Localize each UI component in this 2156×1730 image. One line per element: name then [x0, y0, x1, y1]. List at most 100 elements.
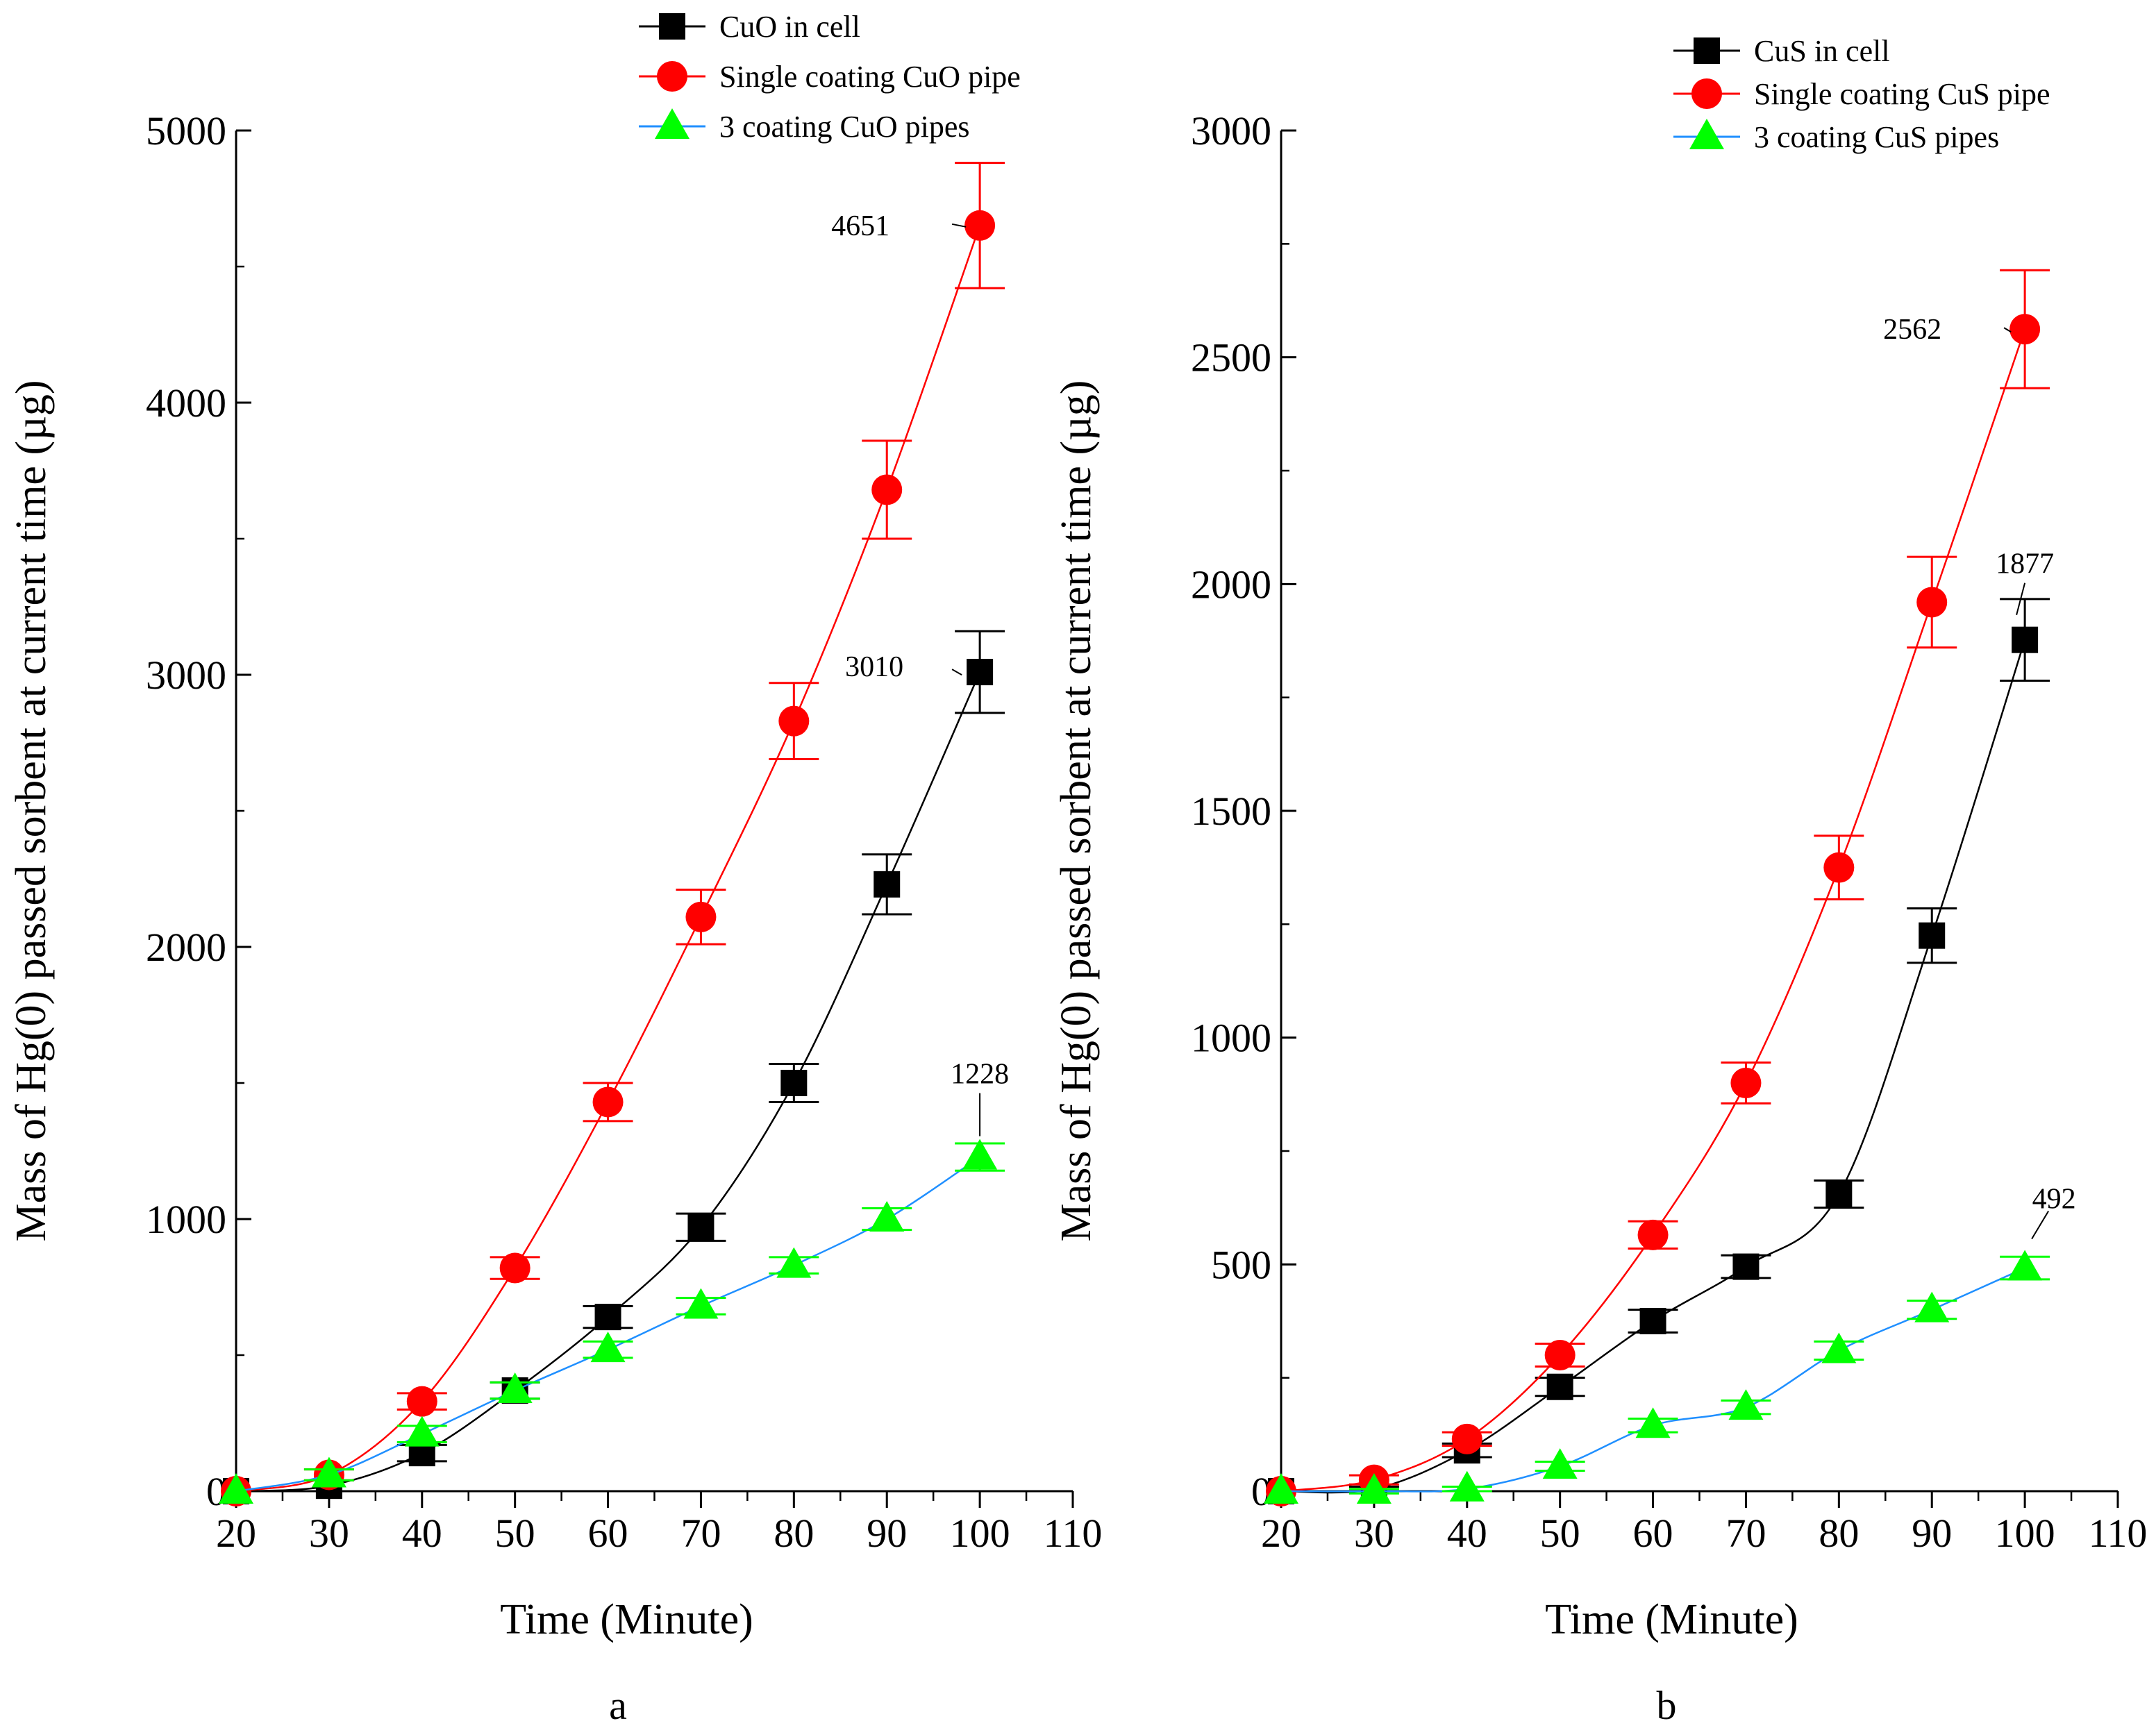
- x-tick-label: 30: [309, 1511, 349, 1556]
- data-point: [776, 1247, 812, 1278]
- x-axis-title: Time (Minute): [1545, 1596, 1798, 1643]
- data-point: [219, 1473, 253, 1504]
- y-tick-label: 5000: [146, 108, 226, 153]
- x-tick-label: 70: [1725, 1511, 1766, 1556]
- legend-label: CuS in cell: [1754, 34, 1890, 68]
- data-point: [967, 659, 994, 686]
- y-tick-label: 1500: [1191, 789, 1271, 834]
- legend-marker: [657, 61, 687, 92]
- x-tick-label: 50: [495, 1511, 535, 1556]
- data-point: [404, 1416, 440, 1447]
- x-tick-label: 80: [1819, 1511, 1859, 1556]
- annotation-leader: [951, 223, 967, 228]
- legend-label: Single coating CuO pipe: [719, 60, 1021, 94]
- x-tick-label: 90: [867, 1511, 907, 1556]
- y-tick-label: 2000: [1191, 562, 1271, 607]
- legend-label: 3 coating CuS pipes: [1754, 120, 1999, 154]
- annotation-leader: [2016, 582, 2026, 615]
- y-tick-label: 2500: [1191, 335, 1271, 380]
- data-point: [874, 871, 901, 898]
- legend-label: CuO in cell: [719, 10, 860, 44]
- data-point: [780, 1070, 808, 1096]
- data-point: [1916, 587, 1948, 618]
- data-point: [1914, 1291, 1950, 1322]
- y-tick-label: 4000: [146, 380, 226, 426]
- data-point: [1544, 1340, 1576, 1370]
- legend-marker: [655, 108, 690, 139]
- x-tick-label: 40: [402, 1511, 442, 1556]
- value-annotation: 492: [2032, 1184, 2076, 1216]
- data-point: [1635, 1407, 1671, 1438]
- series-line: [235, 225, 981, 1493]
- annotation-leader: [951, 669, 962, 675]
- data-point: [499, 1252, 530, 1284]
- data-point: [685, 901, 717, 932]
- x-tick-label: 70: [680, 1511, 721, 1556]
- y-tick-label: 2000: [146, 925, 226, 970]
- x-tick-label: 60: [588, 1511, 628, 1556]
- legend-marker: [659, 13, 685, 40]
- data-point: [1823, 852, 1855, 883]
- data-point: [1919, 922, 1946, 949]
- legend-label: Single coating CuS pipe: [1754, 77, 2050, 111]
- annotation-leader: [2003, 327, 2012, 333]
- x-tick-label: 100: [1995, 1511, 2055, 1556]
- data-point: [778, 705, 810, 737]
- data-point: [594, 1304, 621, 1331]
- data-point: [590, 1332, 626, 1363]
- value-annotation: 1228: [951, 1059, 1009, 1091]
- data-point: [962, 1139, 998, 1170]
- data-point: [1637, 1219, 1669, 1250]
- x-tick-label: 100: [950, 1511, 1010, 1556]
- data-point: [1639, 1308, 1666, 1334]
- data-point: [1728, 1389, 1764, 1420]
- x-tick-label: 40: [1447, 1511, 1487, 1556]
- x-tick-label: 110: [1044, 1511, 1103, 1556]
- data-point: [687, 1213, 715, 1241]
- data-point: [1732, 1253, 1760, 1280]
- data-point: [497, 1372, 533, 1403]
- series-line: [1280, 639, 2026, 1494]
- y-tick-label: 3000: [1191, 108, 1271, 153]
- data-point: [1546, 1373, 1573, 1400]
- y-axis-title: Mass of Hg(0) passed sorbent at current …: [8, 380, 55, 1242]
- data-point: [2009, 314, 2041, 345]
- x-tick-label: 20: [1261, 1511, 1301, 1556]
- data-point: [406, 1386, 437, 1417]
- x-tick-label: 110: [2089, 1511, 2148, 1556]
- y-axis-title: Mass of Hg(0) passed sorbent at current …: [1053, 380, 1100, 1242]
- x-tick-label: 50: [1540, 1511, 1580, 1556]
- y-tick-label: 1000: [146, 1197, 226, 1242]
- data-point: [964, 210, 996, 241]
- data-point: [2007, 1250, 2043, 1281]
- data-point: [1449, 1470, 1485, 1502]
- data-point: [1821, 1332, 1857, 1363]
- y-tick-label: 500: [1211, 1242, 1271, 1287]
- y-tick-label: 1000: [1191, 1016, 1271, 1061]
- x-axis-title: Time (Minute): [500, 1596, 753, 1643]
- legend-marker: [1689, 119, 1724, 149]
- value-annotation: 1877: [1996, 548, 2054, 580]
- x-tick-label: 30: [1354, 1511, 1394, 1556]
- data-point: [1825, 1181, 1853, 1208]
- data-point: [683, 1288, 719, 1319]
- legend-label: 3 coating CuO pipes: [719, 110, 970, 144]
- x-tick-label: 80: [774, 1511, 814, 1556]
- data-point: [1264, 1473, 1298, 1504]
- data-point: [592, 1086, 624, 1118]
- panel-label-b: b: [1657, 1683, 1677, 1728]
- x-tick-label: 20: [216, 1511, 256, 1556]
- annotation-leader: [2031, 1211, 2049, 1240]
- data-point: [1451, 1423, 1482, 1454]
- x-tick-label: 90: [1912, 1511, 1952, 1556]
- panel-label-a: a: [609, 1683, 627, 1728]
- data-point: [2012, 626, 2039, 653]
- data-point: [871, 474, 903, 505]
- x-tick-label: 60: [1633, 1511, 1673, 1556]
- legend-marker: [1694, 37, 1720, 64]
- series-line: [235, 671, 981, 1493]
- data-point: [1542, 1448, 1578, 1479]
